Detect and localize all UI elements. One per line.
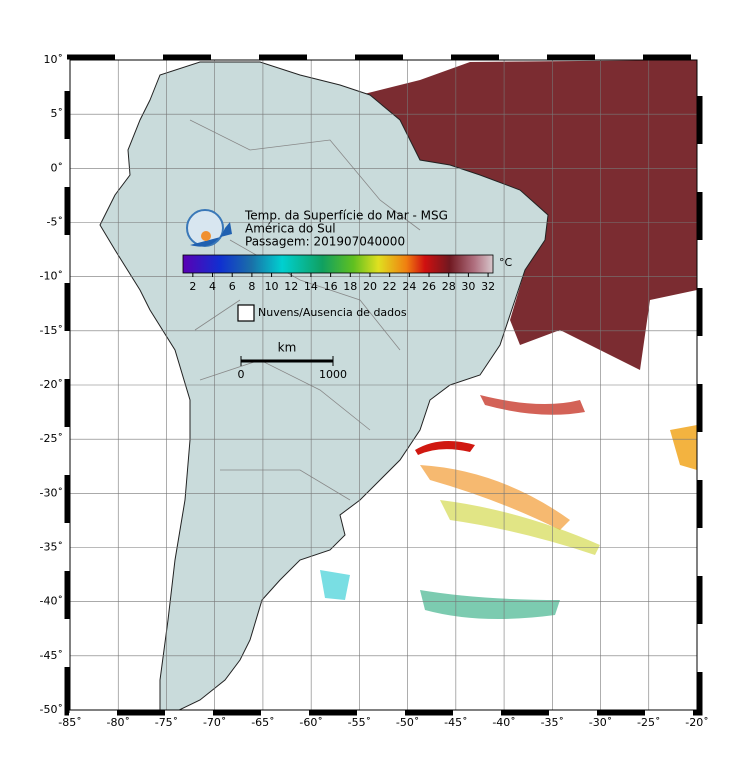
scale-unit: km: [278, 341, 297, 355]
lon-tick-label: -65˚: [251, 716, 274, 729]
map-area: [70, 60, 697, 710]
scale-tick-label: 1000: [319, 368, 347, 381]
lon-tick-label: -30˚: [589, 716, 612, 729]
colorbar-tick-label: 26: [422, 280, 436, 293]
sst-patch: [480, 395, 585, 415]
lat-tick-label: -25˚: [40, 432, 63, 445]
colorbar-tick-label: 4: [209, 280, 216, 293]
colorbar-tick-label: 20: [363, 280, 377, 293]
colorbar-tick-label: 6: [229, 280, 236, 293]
sst-patch: [420, 465, 570, 530]
logo-sun: [201, 231, 211, 241]
legend-swatch: [237, 304, 255, 322]
lat-tick-label: -15˚: [40, 324, 63, 337]
lon-tick-label: -20˚: [685, 716, 708, 729]
lat-tick-label: -45˚: [40, 649, 63, 662]
sst-patch: [440, 500, 600, 555]
colorbar-tick-label: 2: [189, 280, 196, 293]
title-line: América do Sul: [245, 222, 336, 236]
lat-tick-label: -30˚: [40, 486, 63, 499]
lat-tick-label: -35˚: [40, 541, 63, 554]
colorbar: [182, 254, 494, 274]
sst-patch: [420, 590, 560, 619]
sst-patch: [320, 570, 350, 600]
colorbar-tick-label: 32: [481, 280, 495, 293]
sst-patch: [415, 441, 475, 455]
lon-tick-label: -60˚: [299, 716, 322, 729]
title-line: Passagem: 201907040000: [245, 235, 405, 249]
logo: [186, 209, 232, 247]
legend-label: Nuvens/Ausencia de dados: [258, 306, 407, 319]
lon-tick-label: -35˚: [541, 716, 564, 729]
logo-arrow: [190, 222, 232, 247]
lon-tick-label: -80˚: [106, 716, 129, 729]
scale-tick-label: 0: [238, 368, 245, 381]
colorbar-tick-label: 12: [284, 280, 298, 293]
lon-tick-label: -85˚: [58, 716, 81, 729]
lon-tick-label: -45˚: [444, 716, 467, 729]
colorbar-tick-label: 30: [461, 280, 475, 293]
colorbar-tick-label: 14: [304, 280, 318, 293]
sst-patch: [670, 425, 697, 470]
lat-tick-label: -40˚: [40, 595, 63, 608]
lat-tick-label: -20˚: [40, 378, 63, 391]
graticule: [70, 60, 697, 710]
colorbar-tick-label: 16: [324, 280, 338, 293]
frame-ticks: [64, 54, 703, 716]
colorbar-unit: °C: [499, 256, 513, 269]
colorbar-tick-label: 22: [383, 280, 397, 293]
title-line: Temp. da Superfície do Mar - MSG: [244, 209, 448, 223]
lon-tick-label: -75˚: [155, 716, 178, 729]
scale-bar: 0 1000: [238, 356, 347, 381]
colorbar-tick-label: 8: [248, 280, 255, 293]
frame: [69, 59, 698, 711]
lat-tick-label: 5˚: [51, 107, 64, 120]
lat-tick-label: -50˚: [40, 703, 63, 716]
lon-tick-label: -70˚: [203, 716, 226, 729]
lon-tick-label: -40˚: [492, 716, 515, 729]
lat-tick-label: 10˚: [44, 53, 64, 66]
colorbar-tick-label: 10: [265, 280, 279, 293]
sst-warm-region: [360, 60, 697, 370]
lon-tick-label: -25˚: [637, 716, 660, 729]
lat-tick-label: -5˚: [47, 216, 63, 229]
borders: [189, 119, 421, 501]
lat-tick-label: -10˚: [40, 270, 63, 283]
colorbar-tick-label: 24: [402, 280, 416, 293]
lon-tick-label: -55˚: [348, 716, 371, 729]
lon-tick-label: -50˚: [396, 716, 419, 729]
colorbar-tick-label: 28: [442, 280, 456, 293]
lat-tick-label: 0˚: [51, 161, 64, 174]
colorbar-tick-label: 18: [343, 280, 357, 293]
